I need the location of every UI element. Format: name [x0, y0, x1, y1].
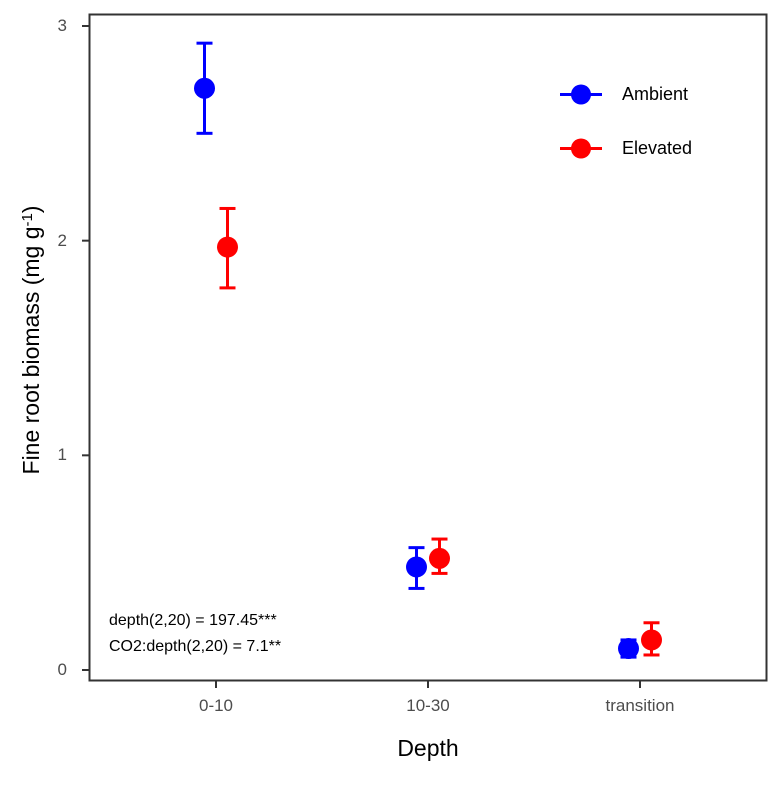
data-point-ambient-0 — [194, 77, 215, 99]
data-point-elevated-2 — [641, 629, 662, 651]
data-point-elevated-1 — [429, 547, 450, 569]
x-tick-label-transition: transition — [605, 696, 675, 715]
x-tick-label-0-10: 0-10 — [198, 696, 234, 715]
data-point-ambient-1 — [406, 556, 427, 578]
data-point-elevated-0 — [217, 236, 238, 258]
panel-border — [88, 13, 768, 682]
data-point-ambient-2 — [618, 638, 639, 660]
x-axis-title: Depth — [397, 735, 459, 761]
legend-key-dot-elevated — [571, 138, 591, 159]
legend-label-elevated: Elevated — [622, 138, 693, 158]
y-axis-title-superscript: -1 — [18, 213, 36, 227]
x-tick-label-10-30: 10-30 — [406, 696, 450, 715]
annotation-depth-effect: depth(2,20) = 197.45*** — [109, 612, 277, 629]
y-axis-title-main: Fine root biomass (mg g — [18, 226, 44, 475]
y-axis-title: Fine root biomass (mg g-1) — [17, 120, 45, 560]
legend-label-ambient: Ambient — [622, 84, 689, 104]
annotation-co2-depth-effect: CO2:depth(2,20) = 7.1** — [109, 638, 282, 655]
y-tick-label-0: 0 — [57, 660, 67, 679]
y-tick-label-3: 3 — [57, 16, 67, 35]
y-tick-label-2: 2 — [57, 231, 67, 250]
legend-key-dot-ambient — [571, 84, 591, 105]
y-tick-label-1: 1 — [57, 445, 67, 464]
